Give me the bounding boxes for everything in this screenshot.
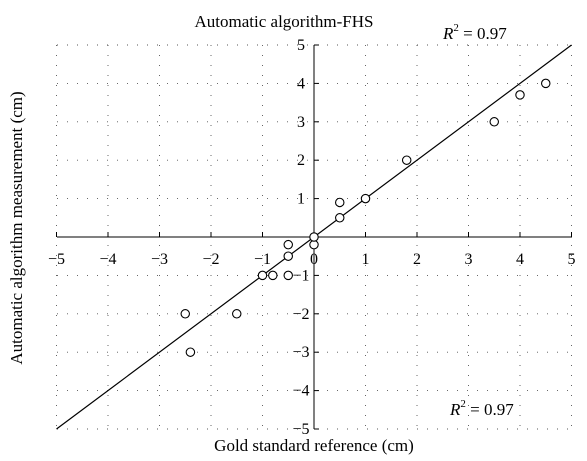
data-point xyxy=(232,309,242,319)
data-point xyxy=(489,117,499,127)
y-tick-label: −1 xyxy=(292,267,309,284)
data-point xyxy=(360,193,371,204)
data-point xyxy=(515,90,525,100)
data-point xyxy=(309,232,319,242)
x-tick-label: −2 xyxy=(202,251,219,268)
data-point xyxy=(334,213,345,223)
data-points xyxy=(180,78,551,357)
grid-lines xyxy=(56,44,572,430)
y-tick-label: 1 xyxy=(297,191,305,208)
y-tick-label: 2 xyxy=(297,152,305,169)
data-point xyxy=(401,155,412,165)
x-tick-label: 0 xyxy=(310,251,318,268)
data-point xyxy=(257,270,268,281)
y-tick-label: −3 xyxy=(292,344,309,361)
y-tick-label: −5 xyxy=(292,421,309,438)
r2-symbol: R xyxy=(449,400,461,419)
y-tick-label: 5 xyxy=(297,37,305,54)
y-tick-label: −4 xyxy=(292,383,309,400)
data-point xyxy=(540,78,551,89)
x-tick-label: 5 xyxy=(568,251,576,268)
y-axis-label: Automatic algorithm measurement (cm) xyxy=(7,91,26,364)
x-tick-label: 1 xyxy=(362,251,370,268)
data-point xyxy=(268,270,278,281)
x-tick-label: −3 xyxy=(151,251,168,268)
r2-symbol: R xyxy=(442,24,454,43)
chart-title: Automatic algorithm-FHS xyxy=(195,12,374,31)
x-tick-label: −5 xyxy=(48,251,65,268)
r2-value: = 0.97 xyxy=(466,400,514,419)
r2-exponent: 2 xyxy=(460,398,466,410)
data-point xyxy=(185,347,196,357)
y-tick-label: 3 xyxy=(297,114,305,131)
data-point xyxy=(283,239,293,250)
x-axis-label: Gold standard reference (cm) xyxy=(214,436,414,455)
y-tick-label: −2 xyxy=(292,306,309,323)
r2-annotation-top: R2 = 0.97 xyxy=(442,22,507,43)
r2-exponent: 2 xyxy=(453,22,459,34)
x-tick-label: 4 xyxy=(516,251,524,268)
x-tick-label: 2 xyxy=(413,251,421,268)
r2-annotation-bottom: R2 = 0.97 xyxy=(449,398,514,419)
x-tick-label: −4 xyxy=(99,251,116,268)
data-point xyxy=(283,270,293,281)
r2-value: = 0.97 xyxy=(459,24,507,43)
x-tick-label: −1 xyxy=(254,251,271,268)
y-tick-label: 4 xyxy=(297,75,305,92)
data-point xyxy=(334,197,345,208)
x-tick-label: 3 xyxy=(465,251,473,268)
data-point xyxy=(283,251,293,261)
data-point xyxy=(180,309,191,319)
